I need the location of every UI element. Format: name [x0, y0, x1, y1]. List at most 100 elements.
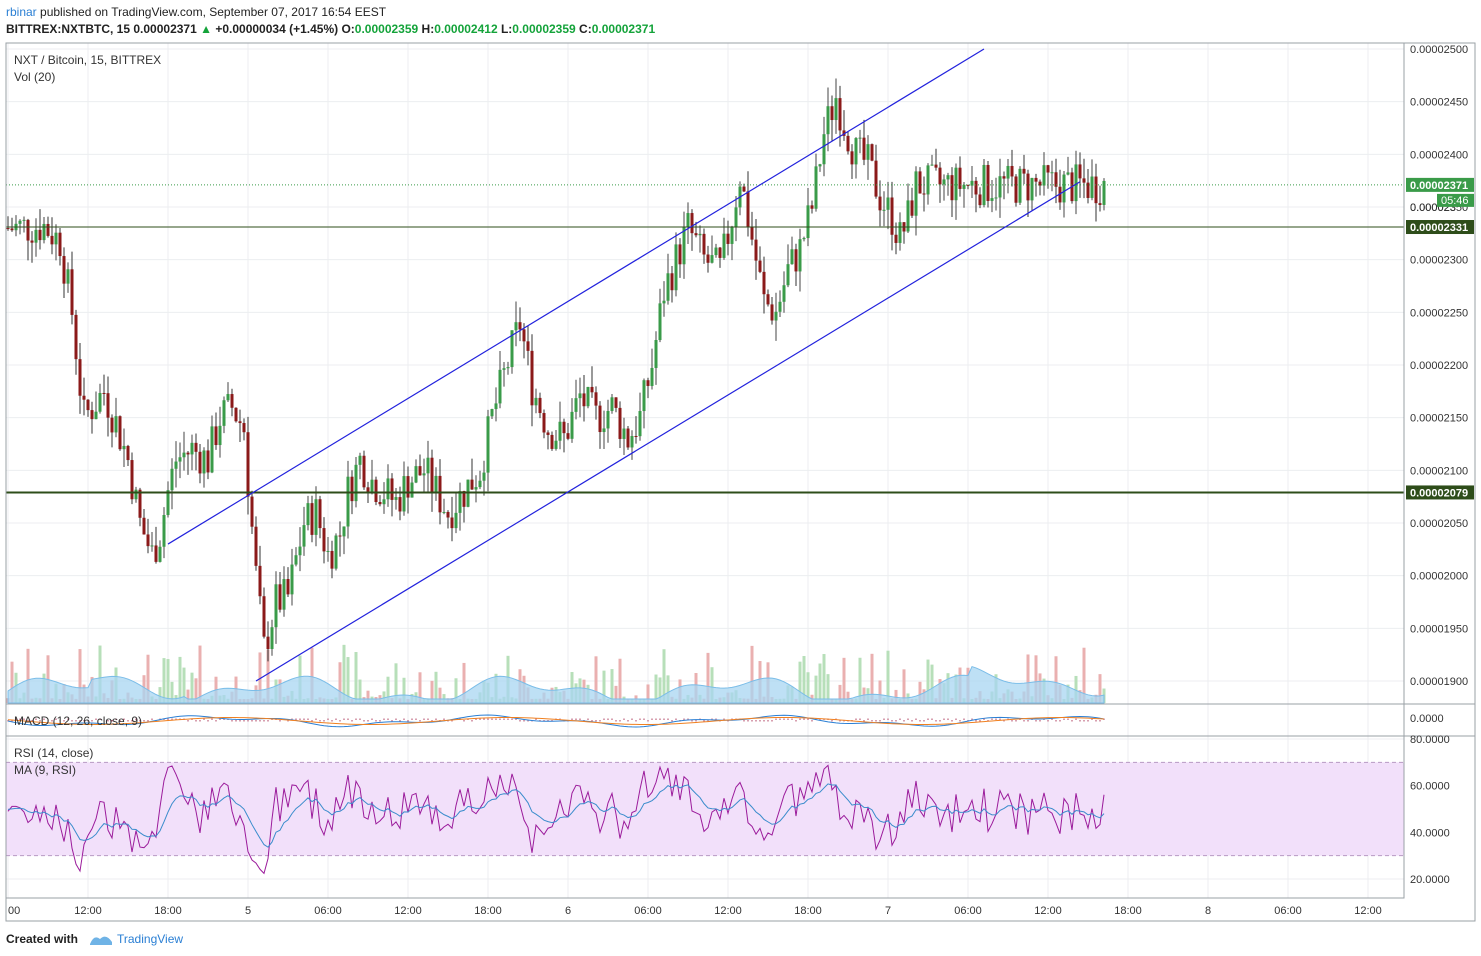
- candle-body: [282, 579, 286, 610]
- time-tick-label: 7: [885, 905, 891, 917]
- author-link[interactable]: rbinar: [6, 5, 37, 19]
- candle-body: [362, 455, 366, 488]
- candle-body: [846, 135, 850, 152]
- volume-bar: [146, 654, 150, 703]
- candle-body: [822, 134, 826, 165]
- candle-body: [106, 393, 110, 418]
- candle-body: [438, 475, 442, 513]
- rsi-label: RSI (14, close): [14, 746, 93, 760]
- time-tick-label: 12:00: [74, 905, 102, 917]
- candle-body: [622, 428, 626, 439]
- candle-body: [98, 392, 102, 412]
- candle-body: [234, 407, 238, 422]
- candle-body: [882, 209, 886, 211]
- price-axis[interactable]: 0.000025000.000024500.000024000.00002350…: [1406, 44, 1474, 886]
- volume-bar: [846, 691, 850, 703]
- price-tick-label: 0.00002500: [1410, 44, 1468, 56]
- candle-body: [590, 386, 594, 393]
- candle-body: [422, 473, 426, 476]
- candle-body: [70, 269, 74, 315]
- publish-info: published on TradingView.com, September …: [40, 5, 387, 19]
- volume-bar: [878, 680, 882, 703]
- candle-body: [206, 450, 210, 473]
- volume-bar: [386, 676, 390, 703]
- candle-body: [1086, 182, 1090, 198]
- volume-bar: [366, 690, 370, 703]
- candle-body: [198, 451, 202, 474]
- candle-body: [710, 255, 714, 263]
- candle-body: [146, 534, 150, 547]
- candle-body: [626, 428, 630, 448]
- candle-body: [618, 407, 622, 439]
- volume-label: Vol (20): [14, 70, 55, 84]
- candle-body: [698, 233, 702, 236]
- price-tick-label: 0.00002300: [1410, 255, 1468, 267]
- rsi-tick-label: 40.0000: [1410, 827, 1450, 839]
- candle-body: [242, 423, 246, 433]
- volume-bar: [430, 680, 434, 703]
- time-tick-label: 5: [245, 905, 251, 917]
- time-tick-label: 12:00: [394, 905, 422, 917]
- candle-body: [978, 194, 982, 206]
- candle-body: [1054, 172, 1058, 187]
- volume-bar: [706, 652, 710, 703]
- last-price: 0.00002371: [133, 22, 197, 36]
- candle-body: [458, 491, 462, 513]
- volume-bar: [814, 675, 818, 703]
- candle-body: [334, 535, 338, 569]
- candle-body: [42, 223, 46, 241]
- candle-body: [54, 232, 58, 245]
- close-value: 0.00002371: [591, 22, 656, 36]
- volume-bar: [158, 687, 162, 703]
- candle-body: [442, 511, 446, 513]
- tradingview-brand[interactable]: TradingView: [117, 932, 184, 946]
- volume-bar: [190, 672, 194, 703]
- candle-body: [390, 478, 394, 500]
- candle-body: [1030, 177, 1034, 201]
- candle-body: [214, 426, 218, 446]
- candle-body: [258, 565, 262, 597]
- candle-body: [538, 397, 542, 414]
- candle-body: [338, 535, 342, 537]
- channel-lower-line: [255, 181, 1081, 682]
- chart-canvas[interactable]: 0.000025000.000024500.000024000.00002350…: [0, 0, 1481, 930]
- rsi-ma-line: [7, 783, 1105, 848]
- candle-body: [778, 301, 782, 312]
- candle-body: [110, 417, 114, 433]
- candle-body: [290, 564, 294, 595]
- candle-body: [530, 350, 534, 406]
- publish-line: rbinar published on TradingView.com, Sep…: [6, 5, 386, 19]
- price-tick-label: 0.00002150: [1410, 413, 1468, 425]
- price-tick-label: 0.00001950: [1410, 623, 1468, 635]
- candle-body: [122, 445, 126, 450]
- volume-bar: [818, 663, 822, 703]
- candle-body: [126, 445, 130, 461]
- candle-body: [798, 239, 802, 272]
- volume-bar: [454, 678, 458, 703]
- low-label: L:: [500, 22, 513, 36]
- candle-body: [498, 369, 502, 404]
- hline-lower-badge: 0.00002079: [1410, 487, 1468, 499]
- candle-body: [886, 197, 890, 210]
- rsi-band-fill: [6, 762, 1404, 856]
- candle-body: [34, 229, 38, 243]
- volume-bar: [842, 657, 846, 703]
- price-tick-label: 0.00002000: [1410, 571, 1468, 583]
- ticker-line: BITTREX:NXTBTC, 15 0.00002371 ▲ +0.00000…: [6, 22, 655, 36]
- volume-bar: [1026, 654, 1030, 703]
- candle-body: [134, 489, 138, 500]
- candle-body: [430, 457, 434, 493]
- candle-body: [58, 232, 62, 257]
- time-tick-label: 18:00: [1114, 905, 1142, 917]
- candle-body: [986, 164, 990, 201]
- candle-body: [1058, 186, 1062, 203]
- candle-body: [774, 311, 778, 321]
- outer-frame: [5, 42, 1476, 922]
- candle-body: [366, 487, 370, 493]
- time-tick-label: 06:00: [954, 905, 982, 917]
- candle-body: [174, 461, 178, 469]
- candle-body: [22, 219, 26, 221]
- time-axis[interactable]: 00 12:00 18:00 5 06:00 12:00 18:00 6 06:00 12:00 1…: [8, 905, 1382, 917]
- candle-body: [1082, 178, 1086, 183]
- candle-body: [654, 340, 658, 368]
